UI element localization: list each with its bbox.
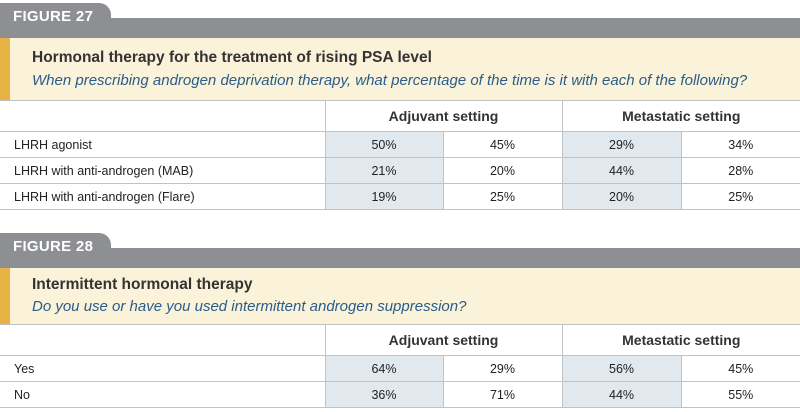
row-label: LHRH with anti-androgen (Flare) [0, 183, 326, 210]
figure-title: Hormonal therapy for the treatment of ri… [32, 49, 432, 66]
column-header-metastatic: Metastatic setting [561, 100, 800, 132]
row-label: LHRH with anti-androgen (MAB) [0, 157, 326, 184]
table-cell: 25% [680, 183, 800, 210]
row-label: LHRH agonist [0, 131, 326, 158]
data-table: Adjuvant setting Metastatic setting LHRH… [0, 100, 800, 210]
header-bar [0, 248, 800, 268]
table-cell: 20% [442, 157, 563, 184]
row-label: No [0, 381, 326, 408]
data-table: Adjuvant setting Metastatic setting Yes … [0, 324, 800, 408]
table-cell: 21% [324, 157, 444, 184]
header-blank [0, 100, 326, 132]
accent-bar [0, 38, 10, 100]
table-row: No 36% 71% 44% 55% [0, 381, 800, 408]
figure-title: Intermittent hormonal therapy [32, 276, 253, 293]
column-header-adjuvant: Adjuvant setting [324, 100, 563, 132]
table-row: Yes 64% 29% 56% 45% [0, 355, 800, 382]
column-header-adjuvant: Adjuvant setting [324, 324, 563, 356]
table-cell: 29% [561, 131, 682, 158]
table-row: LHRH with anti-androgen (MAB) 21% 20% 44… [0, 157, 800, 184]
table-cell: 50% [324, 131, 444, 158]
figure-tab: FIGURE 28 [0, 233, 111, 261]
table-row: LHRH with anti-androgen (Flare) 19% 25% … [0, 183, 800, 210]
table-cell: 25% [442, 183, 563, 210]
table-header-row: Adjuvant setting Metastatic setting [0, 100, 800, 132]
header-blank [0, 324, 326, 356]
figure-28: FIGURE 28 Intermittent hormonal therapy … [0, 230, 800, 408]
figure-27: FIGURE 27 Hormonal therapy for the treat… [0, 0, 800, 210]
table-header-row: Adjuvant setting Metastatic setting [0, 324, 800, 356]
table-cell: 29% [442, 355, 563, 382]
accent-bar [0, 268, 10, 324]
title-box: Intermittent hormonal therapy Do you use… [0, 268, 800, 324]
figure-question: When prescribing androgen deprivation th… [32, 72, 748, 89]
figure-header: FIGURE 28 [0, 230, 800, 268]
table-row: LHRH agonist 50% 45% 29% 34% [0, 131, 800, 158]
figure-tab: FIGURE 27 [0, 3, 111, 31]
table-cell: 44% [561, 381, 682, 408]
table-cell: 45% [442, 131, 563, 158]
table-cell: 44% [561, 157, 682, 184]
table-cell: 71% [442, 381, 563, 408]
title-box: Hormonal therapy for the treatment of ri… [0, 38, 800, 100]
table-cell: 64% [324, 355, 444, 382]
table-cell: 19% [324, 183, 444, 210]
table-cell: 28% [680, 157, 800, 184]
table-cell: 45% [680, 355, 800, 382]
table-cell: 55% [680, 381, 800, 408]
table-cell: 20% [561, 183, 682, 210]
table-cell: 36% [324, 381, 444, 408]
figure-question: Do you use or have you used intermittent… [32, 298, 467, 315]
table-cell: 56% [561, 355, 682, 382]
figure-header: FIGURE 27 [0, 0, 800, 38]
header-bar [0, 18, 800, 38]
table-cell: 34% [680, 131, 800, 158]
column-header-metastatic: Metastatic setting [561, 324, 800, 356]
row-label: Yes [0, 355, 326, 382]
